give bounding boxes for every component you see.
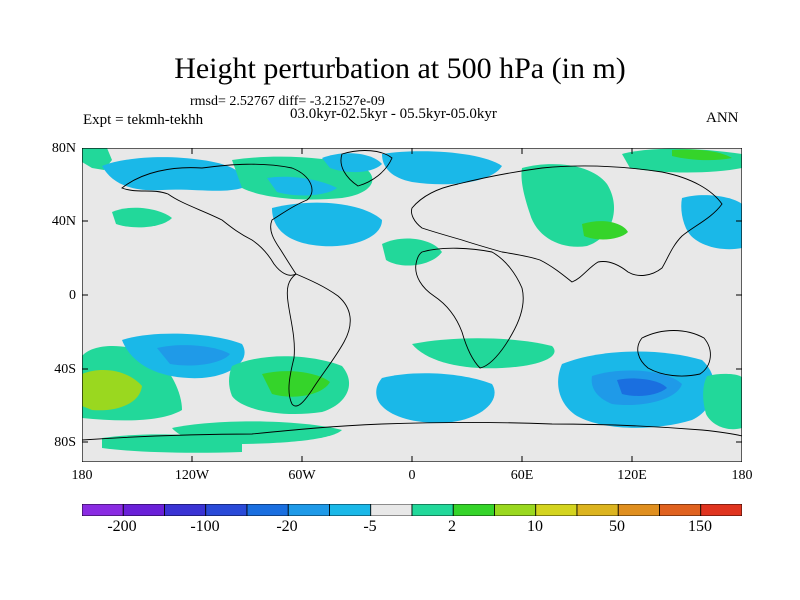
coastline-africa	[415, 247, 524, 369]
colorbar-swatch	[329, 504, 372, 516]
colorbar-swatch	[205, 504, 248, 516]
colorbar-tick-label: 150	[688, 518, 712, 535]
contour-region	[102, 434, 242, 453]
axis-ticks	[82, 148, 742, 462]
y-tick-label: 0	[69, 288, 76, 303]
colorbar-swatch	[617, 504, 660, 516]
contour-region	[681, 195, 742, 250]
coastline-greenland	[340, 150, 393, 187]
colorbar-swatch	[494, 504, 537, 516]
y-tick-label: 40S	[54, 362, 76, 377]
x-tick-label: 180	[71, 468, 93, 483]
x-tick-label: 180	[731, 468, 753, 483]
colorbar-tick-label: 2	[448, 518, 456, 535]
season-label: ANN	[706, 110, 739, 126]
colorbar-swatch	[164, 504, 207, 516]
colorbar-tick-label: 50	[609, 518, 625, 535]
contour-region	[267, 176, 337, 196]
colorbar-swatch	[122, 504, 165, 516]
colorbar-swatch	[411, 504, 454, 516]
contour-region	[382, 151, 502, 185]
coastline-north-america	[121, 163, 313, 276]
x-tick-label: 120W	[174, 468, 210, 483]
experiment-label: Expt = tekmh-tekhh	[83, 112, 204, 128]
colorbar-tick-label: -200	[107, 518, 137, 535]
contour-region	[82, 148, 112, 170]
stats-text: rmsd= 2.52767 diff= -3.21527e-09	[190, 94, 385, 109]
height-anomaly-field	[82, 148, 742, 453]
colorbar-swatch	[287, 504, 330, 516]
colorbar-tick-label: -100	[190, 518, 220, 535]
colorbar-swatch	[535, 504, 578, 516]
colorbar-tick-label: 10	[527, 518, 543, 535]
contour-region	[382, 238, 442, 266]
coastlines	[82, 150, 742, 441]
contour-region	[376, 373, 495, 423]
coastline-antarctica	[82, 422, 742, 441]
contour-region	[617, 378, 667, 396]
colorbar-swatch	[246, 504, 289, 516]
y-tick-label: 40N	[51, 214, 76, 229]
y-tick-label: 80N	[51, 141, 76, 156]
contour-region	[582, 221, 628, 240]
colorbar-swatch	[576, 504, 619, 516]
coastline-australia	[637, 330, 711, 377]
contour-region	[272, 202, 382, 247]
colorbar-swatch	[452, 504, 495, 516]
x-tick-label: 0	[408, 468, 416, 483]
coastline-europe-asia	[411, 165, 723, 283]
colorbar-swatch	[82, 504, 124, 516]
colorbar-swatch	[700, 504, 742, 516]
contour-region	[262, 371, 330, 397]
x-tick-label: 120E	[617, 468, 647, 483]
contour-region	[703, 373, 742, 430]
contour-region	[322, 153, 382, 173]
contour-region	[102, 157, 244, 191]
y-tick-label: 80S	[54, 435, 76, 450]
contour-region	[112, 207, 172, 228]
x-tick-label: 60E	[510, 468, 534, 483]
colorbar-swatch	[659, 504, 702, 516]
periods-label: 03.0kyr-02.5kyr - 05.5kyr-05.0kyr	[290, 106, 497, 122]
contour-region	[157, 345, 230, 366]
contour-region	[672, 149, 732, 161]
colorbar-tick-label: -20	[276, 518, 298, 535]
map-title: Height perturbation at 500 hPa (in m)	[174, 52, 626, 85]
contour-region	[82, 370, 142, 411]
colorbar-tick-label: -5	[363, 518, 377, 535]
world-map-plot	[82, 148, 742, 462]
colorbar-swatch	[370, 504, 413, 516]
contour-region	[412, 338, 555, 369]
coastline-south-america	[286, 273, 351, 407]
x-tick-label: 60W	[288, 468, 316, 483]
colorbar	[82, 504, 742, 516]
